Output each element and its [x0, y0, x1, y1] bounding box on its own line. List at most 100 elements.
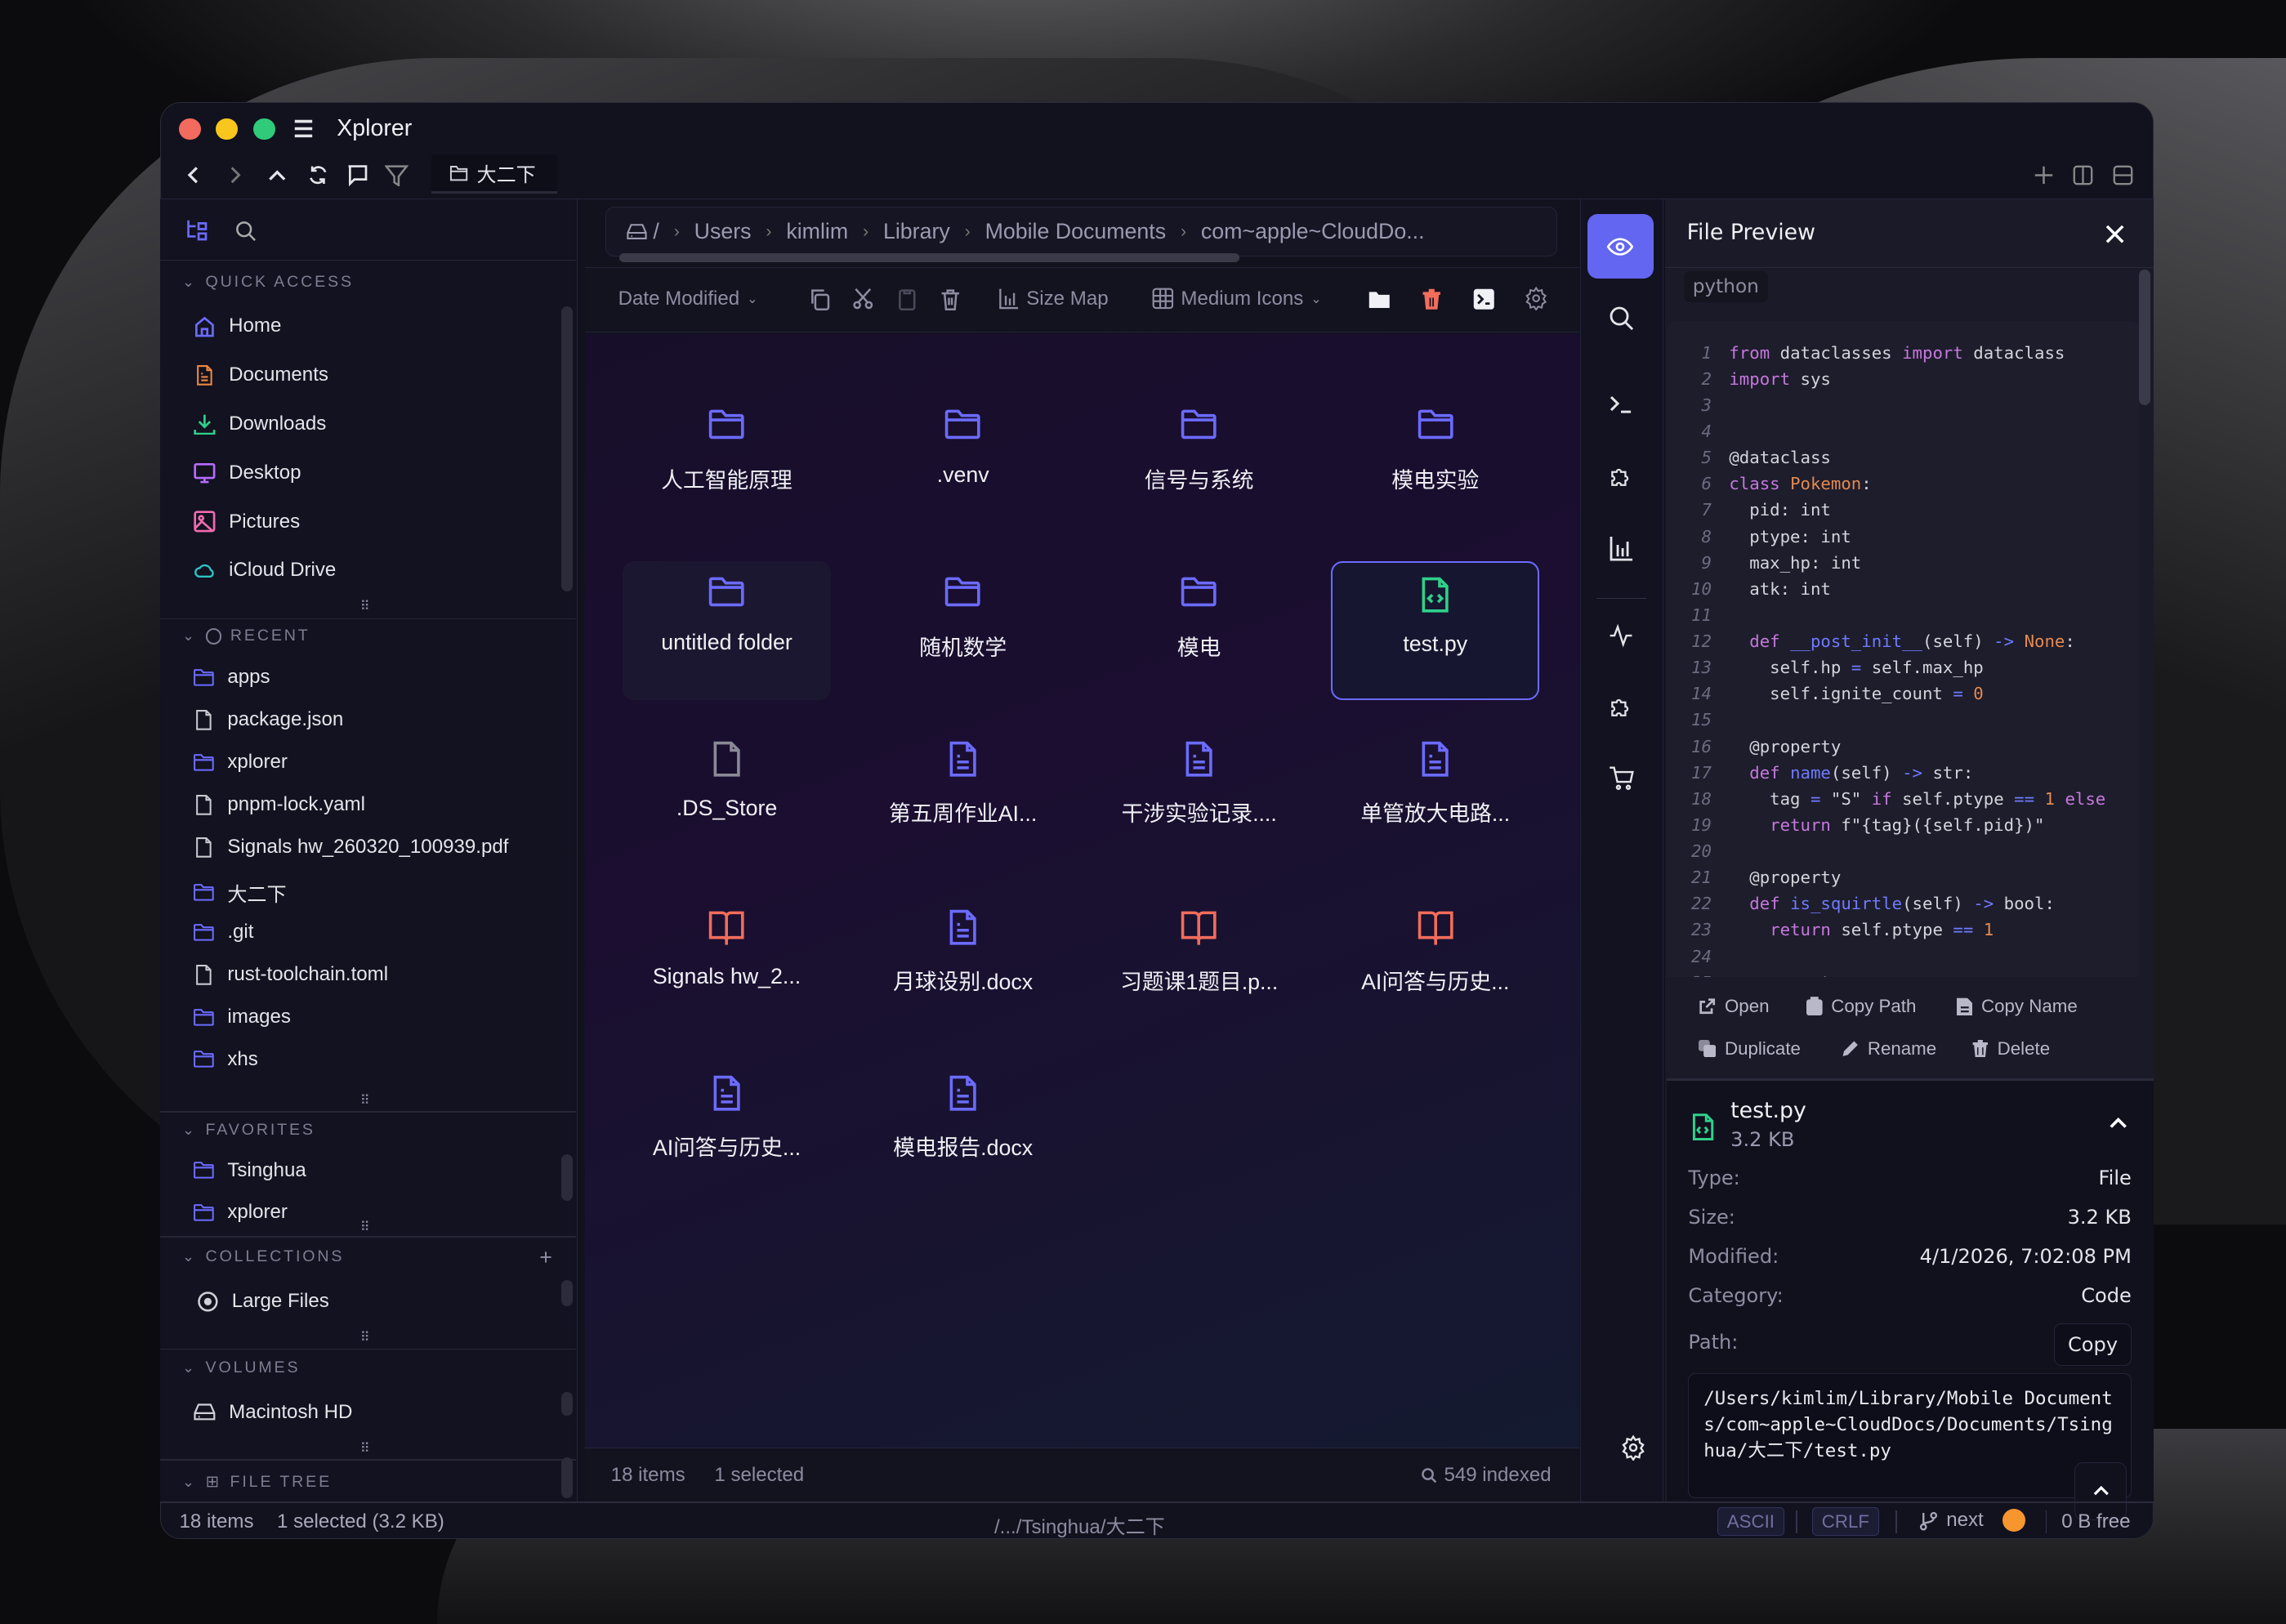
- line-ending-badge[interactable]: CRLF: [1812, 1507, 1879, 1537]
- settings-icon[interactable]: [1620, 1434, 1646, 1461]
- file-item[interactable]: 月球设别.docx: [859, 895, 1067, 1034]
- file-item[interactable]: AI问答与历史...: [623, 1061, 831, 1200]
- sidebar-item-apps[interactable]: apps: [193, 666, 270, 689]
- sidebar-item-package-json[interactable]: package.json: [193, 708, 343, 731]
- plugin-icon[interactable]: [1608, 694, 1634, 720]
- preview-scrollbar[interactable]: [2138, 270, 2151, 406]
- drive-icon[interactable]: [627, 222, 647, 241]
- settings-icon[interactable]: [1524, 286, 1548, 311]
- split-vertical-icon[interactable]: [2073, 165, 2093, 185]
- file-item[interactable]: 人工智能原理: [623, 394, 831, 533]
- cut-icon[interactable]: [851, 288, 875, 311]
- breadcrumb-root[interactable]: /: [653, 218, 659, 243]
- file-item[interactable]: 随机数学: [859, 561, 1067, 700]
- search-icon[interactable]: [234, 220, 257, 242]
- copy-path-button[interactable]: Copy Path: [1806, 996, 1916, 1017]
- section-header-recent[interactable]: ⌄ RECENT: [182, 627, 310, 645]
- terminal-icon[interactable]: [1472, 288, 1496, 311]
- sidebar-item--[interactable]: 大二下: [193, 878, 287, 907]
- refresh-icon[interactable]: [306, 163, 330, 187]
- sidebar-scrollbar[interactable]: [561, 1392, 574, 1416]
- breadcrumb-item[interactable]: com~apple~CloudDo...: [1200, 218, 1425, 243]
- sidebar-item-signals-hw-260320-100939-pdf[interactable]: Signals hw_260320_100939.pdf: [193, 836, 508, 859]
- file-item[interactable]: 单管放大电路...: [1331, 727, 1539, 866]
- paste-icon[interactable]: [895, 288, 919, 311]
- activity-icon[interactable]: [1608, 622, 1634, 649]
- section-header-file_tree[interactable]: ⌄ ⊞ FILE TREE: [182, 1472, 332, 1492]
- sidebar-item-rust-toolchain-toml[interactable]: rust-toolchain.toml: [193, 963, 388, 986]
- file-item-selected[interactable]: test.py: [1331, 561, 1540, 700]
- close-window-button[interactable]: [179, 118, 202, 141]
- file-item[interactable]: 第五周作业AI...: [859, 727, 1067, 866]
- file-item[interactable]: 信号与系统: [1095, 394, 1303, 533]
- breadcrumb-item[interactable]: Users: [694, 218, 752, 243]
- new-tab-icon[interactable]: [2034, 165, 2054, 185]
- filter-icon[interactable]: [385, 163, 409, 187]
- sidebar-scrollbar[interactable]: [561, 1457, 574, 1499]
- preview-toggle-button[interactable]: [1587, 214, 1654, 279]
- file-item[interactable]: 模电: [1095, 561, 1303, 700]
- sidebar-item-tsinghua[interactable]: Tsinghua: [193, 1159, 306, 1182]
- size-map-button[interactable]: Size Map: [998, 288, 1109, 310]
- git-branch[interactable]: next: [1918, 1508, 2026, 1533]
- copy-icon[interactable]: [808, 288, 832, 311]
- sidebar-scrollbar[interactable]: [561, 1279, 574, 1306]
- trash-icon[interactable]: [939, 288, 962, 311]
- file-item[interactable]: .venv: [859, 394, 1067, 533]
- menu-icon[interactable]: [293, 118, 314, 139]
- sidebar-item-icloud-drive[interactable]: iCloud Drive: [194, 559, 336, 582]
- extension-icon[interactable]: [1608, 463, 1634, 489]
- duplicate-button[interactable]: Duplicate: [1698, 1038, 1801, 1060]
- breadcrumb-item[interactable]: Library: [882, 218, 950, 243]
- copy-path-button[interactable]: Copy: [2054, 1323, 2132, 1366]
- breadcrumb-item[interactable]: Mobile Documents: [984, 218, 1167, 243]
- up-icon[interactable]: [266, 163, 289, 187]
- file-tree-icon[interactable]: [185, 219, 209, 243]
- sidebar-scrollbar[interactable]: [561, 306, 574, 592]
- path-value[interactable]: /Users/kimlim/Library/Mobile Documents/c…: [1688, 1372, 2132, 1499]
- add-collection-icon[interactable]: +: [539, 1244, 552, 1269]
- sidebar-item-home[interactable]: Home: [194, 315, 281, 337]
- resize-handle[interactable]: ⠿: [359, 1330, 370, 1345]
- delete-red-icon[interactable]: [1420, 288, 1444, 311]
- sidebar-item-xplorer[interactable]: xplorer: [193, 751, 288, 774]
- sidebar-item-images[interactable]: images: [193, 1006, 291, 1028]
- file-item[interactable]: Signals hw_2...: [623, 895, 831, 1034]
- view-mode-dropdown[interactable]: Medium Icons ⌄: [1152, 288, 1322, 310]
- comment-icon[interactable]: [346, 163, 369, 187]
- file-item[interactable]: .DS_Store: [623, 727, 831, 866]
- split-horizontal-icon[interactable]: [2113, 165, 2133, 185]
- scroll-to-top-button[interactable]: [2074, 1461, 2127, 1521]
- resize-handle[interactable]: ⠿: [359, 598, 370, 613]
- chevron-up-icon[interactable]: [2110, 1117, 2127, 1131]
- breadcrumb-item[interactable]: kimlim: [786, 218, 849, 243]
- sidebar-item-large-files[interactable]: Large Files: [197, 1290, 329, 1313]
- back-icon[interactable]: [182, 163, 206, 187]
- sidebar-item-pictures[interactable]: Pictures: [194, 511, 300, 533]
- search-icon[interactable]: [1608, 305, 1634, 331]
- minimize-window-button[interactable]: [216, 118, 238, 141]
- section-header-volumes[interactable]: ⌄ VOLUMES: [182, 1359, 300, 1377]
- cart-icon[interactable]: [1608, 765, 1636, 792]
- section-header-favorites[interactable]: ⌄ FAVORITES: [182, 1121, 315, 1140]
- terminal-prompt-icon[interactable]: [1608, 390, 1634, 417]
- sidebar-item--git[interactable]: .git: [193, 921, 253, 944]
- file-item[interactable]: 模电报告.docx: [859, 1061, 1067, 1200]
- file-item[interactable]: untitled folder: [622, 561, 832, 700]
- forward-icon[interactable]: [223, 163, 247, 187]
- new-folder-icon[interactable]: [1368, 288, 1391, 311]
- file-item[interactable]: AI问答与历史...: [1331, 895, 1539, 1034]
- resize-handle[interactable]: ⠿: [359, 1092, 370, 1108]
- delete-button[interactable]: Delete: [1972, 1038, 2050, 1060]
- sidebar-item-desktop[interactable]: Desktop: [194, 462, 301, 484]
- copy-name-button[interactable]: Copy Name: [1956, 996, 2078, 1017]
- file-item[interactable]: 模电实验: [1331, 394, 1539, 533]
- tab-current-folder[interactable]: 大二下: [431, 154, 557, 194]
- close-icon[interactable]: [2105, 225, 2124, 243]
- sidebar-item-xplorer[interactable]: xplorer: [193, 1201, 288, 1224]
- resize-handle[interactable]: ⠿: [359, 1219, 370, 1234]
- file-item[interactable]: 干涉实验记录....: [1095, 727, 1303, 866]
- resize-handle[interactable]: ⠿: [359, 1441, 370, 1457]
- section-header-collections[interactable]: ⌄ COLLECTIONS: [182, 1247, 344, 1266]
- sidebar-scrollbar[interactable]: [561, 1154, 574, 1202]
